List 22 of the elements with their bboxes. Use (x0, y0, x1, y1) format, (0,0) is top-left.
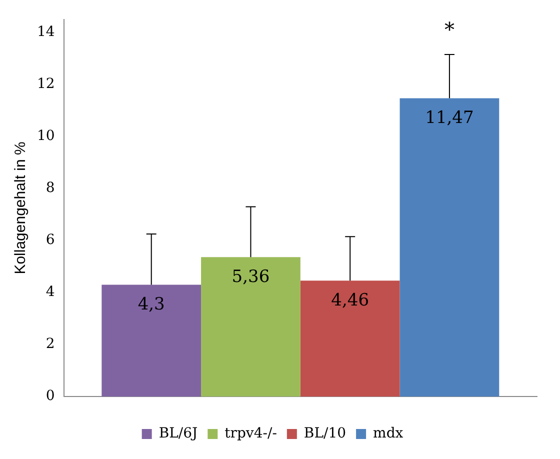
data-label: 5,36 (232, 267, 270, 288)
y-tick-label: 12 (36, 76, 55, 92)
data-label: 4,3 (138, 294, 165, 315)
legend-label: mdx (373, 426, 404, 442)
y-tick-label: 10 (36, 128, 55, 144)
y-tick-label: 14 (36, 24, 55, 40)
y-tick-label: 6 (46, 232, 55, 248)
y-axis-title: Kollagengehalt in % (12, 142, 30, 274)
legend-label: BL/10 (304, 426, 346, 442)
annotation: * (444, 18, 454, 42)
y-tick-label: 8 (46, 180, 55, 196)
bar (201, 257, 300, 397)
legend-label: BL/6J (158, 426, 198, 442)
y-tick-label: 4 (46, 284, 55, 300)
data-label: 11,47 (425, 108, 474, 128)
bar (400, 98, 500, 397)
bar (300, 280, 400, 397)
bar (102, 284, 202, 397)
legend-label: trpv4-/- (224, 426, 278, 442)
data-label: 4,46 (331, 290, 370, 310)
y-tick-label: 0 (46, 388, 55, 404)
y-tick-label: 2 (46, 336, 55, 352)
